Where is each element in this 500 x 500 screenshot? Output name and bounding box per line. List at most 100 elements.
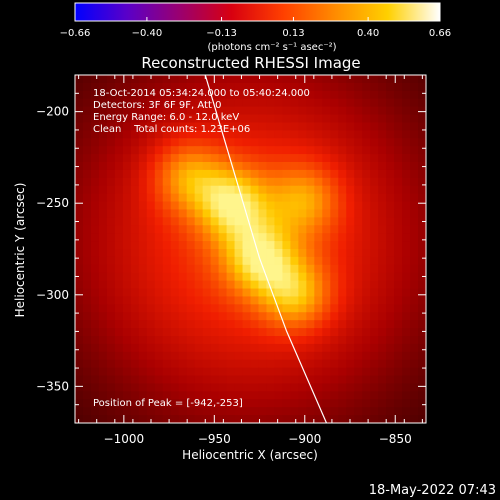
heatmap-cell — [122, 264, 132, 274]
heatmap-cell — [106, 82, 116, 92]
heatmap-cell — [138, 241, 148, 250]
heatmap-cell — [354, 312, 363, 321]
y-axis-ticks: −200−250−300−350 — [36, 92, 426, 406]
heatmap-cell — [114, 415, 124, 423]
heatmap-cell — [250, 336, 260, 345]
heatmap-cell — [378, 193, 387, 203]
heatmap-cell — [154, 233, 164, 242]
heatmap-cell — [202, 241, 212, 250]
heatmap-cell — [346, 359, 355, 369]
heatmap-cell — [314, 146, 323, 155]
heatmap-cell — [282, 122, 291, 131]
heatmap-cell — [298, 383, 307, 392]
heatmap-cell — [138, 162, 148, 171]
heatmap-cell — [418, 383, 426, 392]
heatmap-cell — [98, 185, 108, 195]
heatmap-cell — [210, 383, 220, 392]
heatmap-cell — [402, 193, 411, 203]
heatmap-cell — [154, 367, 164, 377]
heatmap-cell — [90, 336, 100, 345]
heatmap-cell — [210, 328, 220, 337]
heatmap-cell — [202, 209, 212, 218]
heatmap-cell — [218, 169, 228, 179]
heatmap-cell — [82, 82, 92, 92]
heatmap-cell — [250, 75, 260, 84]
heatmap-cell — [402, 177, 411, 187]
heatmap-cell — [290, 328, 299, 337]
heatmap-cell — [234, 343, 244, 353]
heatmap-cell — [170, 343, 180, 353]
heatmap-cell — [202, 383, 212, 392]
heatmap-cell — [386, 225, 395, 234]
heatmap-cell — [98, 367, 108, 377]
heatmap-cell — [274, 264, 284, 274]
heatmap-cell — [75, 177, 84, 187]
heatmap-cell — [298, 264, 307, 274]
heatmap-cell — [106, 296, 116, 305]
heatmap-cell — [130, 304, 140, 313]
heatmap-cell — [354, 399, 363, 408]
heatmap-cell — [82, 122, 92, 131]
heatmap-cell — [98, 351, 108, 361]
heatmap-cell — [314, 241, 323, 250]
heatmap-cell — [234, 399, 244, 408]
heatmap-cell — [186, 130, 196, 139]
heatmap-cell — [162, 82, 172, 92]
heatmap-cell — [186, 391, 196, 400]
heatmap-cell — [75, 233, 84, 242]
heatmap-cell — [90, 249, 100, 258]
heatmap-cell — [394, 328, 403, 337]
heatmap-cell — [138, 122, 148, 131]
heatmap-cell — [306, 249, 315, 258]
heatmap-cell — [226, 209, 236, 218]
heatmap-cell — [138, 383, 148, 392]
heatmap-cell — [154, 399, 164, 408]
heatmap-cell — [146, 328, 156, 337]
heatmap-cell — [226, 177, 236, 187]
heatmap-cell — [122, 415, 132, 423]
heatmap-cell — [402, 130, 411, 139]
heatmap-cell — [178, 312, 188, 321]
heatmap-cell — [170, 320, 180, 329]
heatmap-cell — [234, 320, 244, 329]
heatmap-cell — [234, 249, 244, 258]
heatmap-cell — [362, 82, 371, 92]
heatmap-cell — [186, 225, 196, 234]
heatmap-cell — [362, 177, 371, 187]
heatmap-cell — [242, 122, 252, 131]
heatmap-cell — [186, 82, 196, 92]
heatmap-cell — [178, 256, 188, 266]
heatmap-cell — [314, 407, 323, 416]
heatmap-cell — [386, 185, 395, 195]
heatmap-cell — [370, 336, 379, 345]
heatmap-cell — [362, 320, 371, 329]
heatmap-cell — [226, 114, 236, 124]
heatmap-cell — [290, 233, 299, 242]
heatmap-cell — [210, 320, 220, 329]
heatmap-cell — [210, 98, 220, 108]
heatmap-cell — [242, 320, 252, 329]
heatmap-cell — [170, 122, 180, 131]
heatmap-cell — [386, 383, 395, 392]
heatmap-cell — [234, 256, 244, 266]
heatmap-cell — [274, 225, 284, 234]
heatmap-cell — [194, 343, 204, 353]
heatmap-cell — [114, 272, 124, 282]
heatmap-cell — [306, 106, 315, 116]
heatmap-cell — [154, 391, 164, 400]
heatmap-cell — [210, 193, 220, 203]
heatmap-cell — [322, 75, 331, 84]
heatmap-cell — [218, 407, 228, 416]
heatmap-cell — [186, 185, 196, 195]
heatmap-cell — [122, 343, 132, 353]
heatmap-cell — [410, 106, 419, 116]
heatmap-cell — [75, 201, 84, 211]
heatmap-cell — [338, 391, 347, 400]
heatmap-cell — [338, 280, 347, 290]
heatmap-cell — [298, 209, 307, 218]
heatmap-cell — [274, 407, 284, 416]
heatmap-cell — [194, 209, 204, 218]
heatmap-cell — [330, 320, 339, 329]
heatmap-cell — [362, 383, 371, 392]
heatmap-cell — [82, 185, 92, 195]
